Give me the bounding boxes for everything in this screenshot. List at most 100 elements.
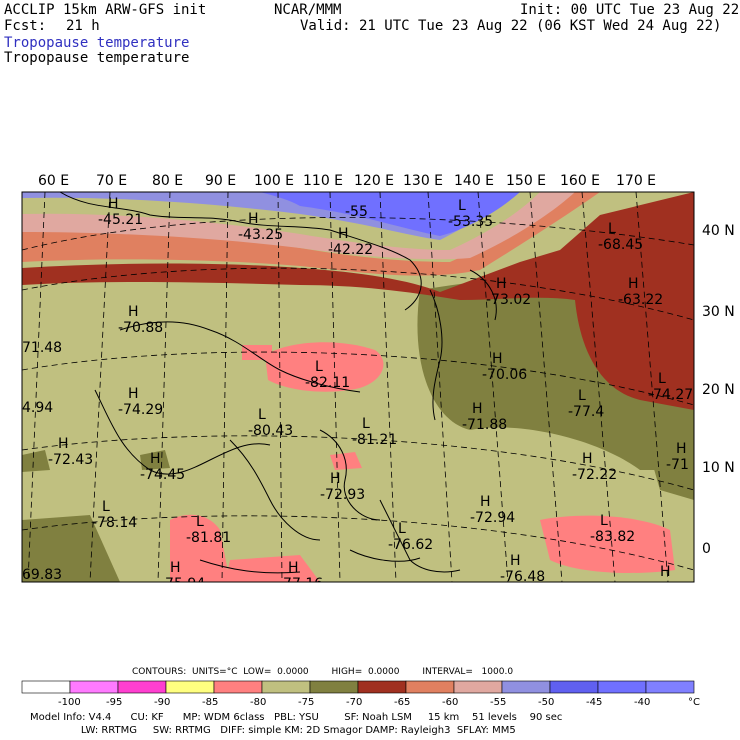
- temperature-value: -42.22: [328, 242, 373, 258]
- graticule: [22, 192, 694, 582]
- temperature-value: -73.02: [486, 292, 531, 308]
- lon-label: 110 E: [303, 173, 343, 189]
- contours-info: CONTOURS: UNITS=°C LOW= 0.0000 HIGH= 0.0…: [132, 667, 514, 677]
- high-marker: H: [288, 560, 299, 576]
- legend-tick: -45: [586, 697, 602, 708]
- color-legend: -100 -95 -90 -85 -80 -75 -70 -65 -60 -55 -50 -45 -40…: [21, 680, 700, 708]
- map-fill-layer: [22, 192, 694, 582]
- temperature-value: 4.94: [22, 400, 53, 416]
- lon-label: 60 E: [38, 173, 69, 189]
- low-marker: L: [600, 513, 608, 529]
- legend-tick: -40: [634, 697, 650, 708]
- legend-tick: -100: [58, 697, 81, 708]
- region-pink-pacific: [540, 515, 675, 573]
- legend-tick: -70: [346, 697, 362, 708]
- temperature-value: -45.21: [98, 212, 143, 228]
- temperature-value: -81.81: [186, 530, 231, 546]
- title-blue: Tropopause temperature: [4, 35, 190, 51]
- high-marker: H: [628, 276, 639, 292]
- latitude-labels: 40 N 30 N 20 N 10 N 0: [702, 223, 735, 557]
- low-marker: L: [258, 407, 266, 423]
- legend-tick: -50: [538, 697, 554, 708]
- legend-tick: -60: [442, 697, 458, 708]
- low-marker: L: [458, 198, 466, 214]
- temperature-value: -53.35: [448, 214, 493, 230]
- fcst-value: 21 h: [66, 18, 100, 34]
- lat-label: 0: [702, 541, 711, 557]
- lon-label: 140 E: [454, 173, 494, 189]
- longitude-labels: 60 E 70 E 80 E 90 E 100 E 110 E 120 E 13…: [38, 173, 656, 189]
- legend-tick: -95: [106, 697, 122, 708]
- high-marker: H: [676, 441, 687, 457]
- region-dark-olive-e: [640, 410, 694, 500]
- high-marker: H: [58, 436, 69, 452]
- lon-label: 150 E: [506, 173, 546, 189]
- coastlines: [59, 192, 497, 574]
- temperature-value: -71.88: [462, 417, 507, 433]
- legend-swatch: [69, 680, 119, 694]
- init-time: Init: 00 UTC Tue 23 Aug 22: [520, 2, 740, 18]
- temperature-value: -55: [345, 204, 368, 220]
- legend-swatch: [117, 680, 167, 694]
- low-marker: L: [578, 388, 586, 404]
- region-pink-indo: [225, 555, 320, 582]
- temperature-value: -72.94: [470, 510, 515, 526]
- high-marker: H: [660, 564, 671, 580]
- temperature-value: -43.25: [238, 227, 283, 243]
- temperature-value: -76.48: [500, 569, 545, 585]
- map-frame: [21, 191, 695, 583]
- low-marker: L: [658, 371, 666, 387]
- region-pink-scs: [330, 452, 362, 470]
- high-marker: H: [170, 560, 181, 576]
- region-dark-red: [22, 192, 694, 410]
- legend-swatch: [501, 680, 551, 694]
- high-marker: H: [338, 226, 349, 242]
- lat-label: 10 N: [702, 460, 735, 476]
- lat-label: 20 N: [702, 382, 735, 398]
- legend-swatch: [309, 680, 359, 694]
- lon-label: 120 E: [354, 173, 394, 189]
- temperature-value: -72.93: [320, 487, 365, 503]
- temperature-value: -74.29: [118, 402, 163, 418]
- high-marker: H: [128, 386, 139, 402]
- low-marker: L: [608, 221, 616, 237]
- legend-swatch: [645, 680, 695, 694]
- lon-label: 170 E: [616, 173, 656, 189]
- low-marker: L: [315, 359, 323, 375]
- high-marker: H: [496, 276, 507, 292]
- temperature-value: -83.82: [590, 529, 635, 545]
- temperature-value: -75.94: [160, 576, 205, 592]
- model-info: Model Info: V4.4 CU: KF MP: WDM 6class P…: [30, 712, 563, 723]
- low-marker: L: [102, 499, 110, 515]
- legend-swatch: [549, 680, 599, 694]
- valid-time: Valid: 21 UTC Tue 23 Aug 22 (06 KST Wed …: [300, 18, 722, 34]
- temperature-value: -70.06: [482, 367, 527, 383]
- region-pink-bay: [170, 514, 230, 582]
- high-marker: H: [248, 211, 259, 227]
- lon-label: 80 E: [152, 173, 183, 189]
- region-dark-olive-sw: [22, 515, 120, 582]
- temperature-value: -77.16: [278, 576, 323, 592]
- temperature-value: -63.22: [618, 292, 663, 308]
- region-dark-olive-w: [22, 450, 50, 472]
- fcst-label: Fcst:: [4, 18, 47, 34]
- temperature-value: -78.14: [92, 515, 137, 531]
- temperature-value: -72.22: [572, 467, 617, 483]
- temperature-value: -74.27: [648, 387, 693, 403]
- legend-tick: -80: [250, 697, 266, 708]
- model-title: ACCLIP 15km ARW-GFS init: [4, 2, 207, 18]
- temperature-value: -81.21: [352, 432, 397, 448]
- temperature-value: -70.88: [118, 320, 163, 336]
- title-black: Tropopause temperature: [4, 50, 190, 66]
- high-marker: H: [510, 553, 521, 569]
- legend-swatch: [165, 680, 215, 694]
- temperature-value: -77.4: [568, 404, 604, 420]
- lon-label: 160 E: [560, 173, 600, 189]
- legend-swatch: [213, 680, 263, 694]
- legend-tick: -85: [202, 697, 218, 708]
- region-dark-olive-c: [140, 450, 170, 470]
- high-marker: H: [330, 471, 341, 487]
- temperature-value: -78.0: [650, 580, 686, 596]
- region-pink-spot: [242, 345, 272, 360]
